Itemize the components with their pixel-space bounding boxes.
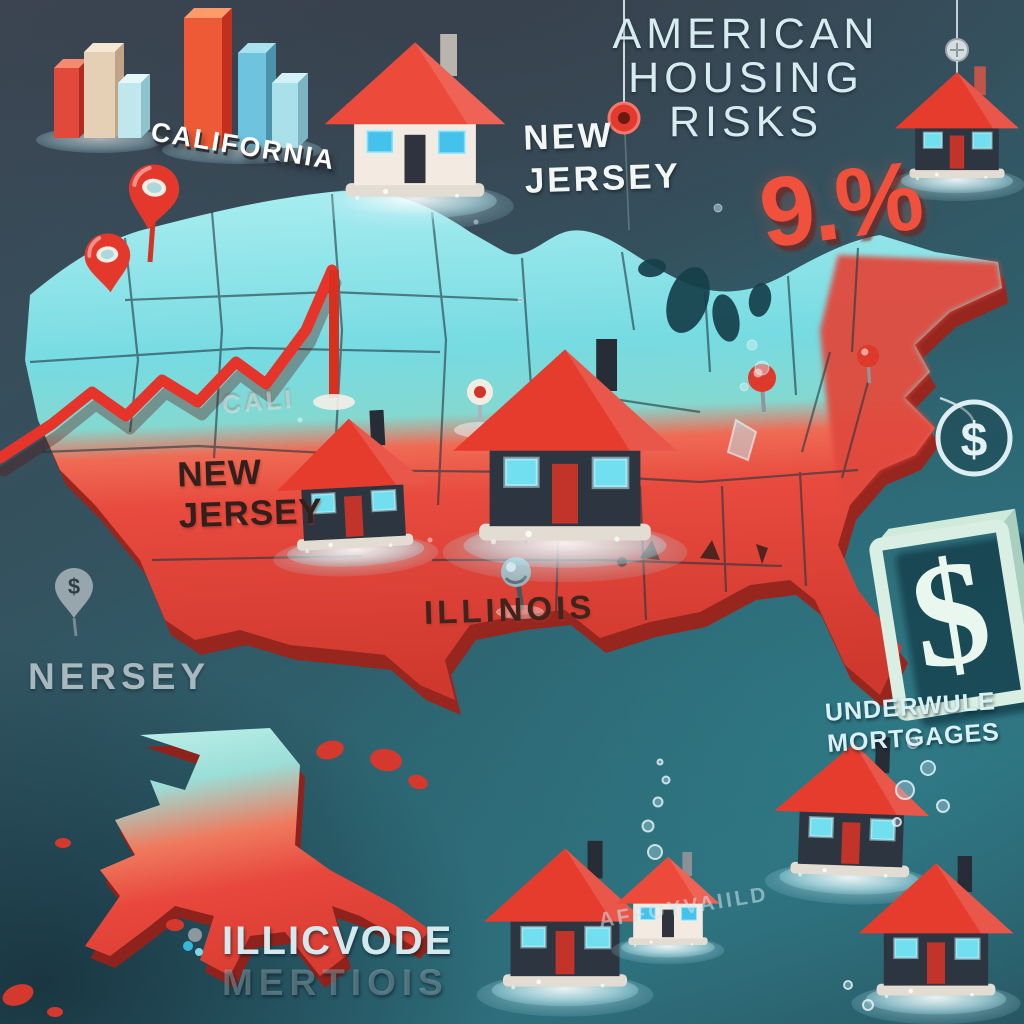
hanging-pin-icon [607, 0, 641, 231]
dollar-badge-glyph: $ [961, 414, 988, 467]
label-alaska-line2: MERTIOIS [222, 962, 449, 1003]
droplets-under-rate [713, 203, 770, 392]
house-icon-new-jersey [314, 32, 516, 232]
string-pin-icon [945, 0, 969, 80]
map-pin-icon [80, 161, 183, 297]
label-illinois: ILLINOIS [423, 588, 596, 631]
rate-stat: 9.% [753, 139, 926, 269]
label-underwater-mortgages: UNDERWULE MORTGAGES [824, 686, 1001, 760]
bar-chart-icon [36, 8, 322, 164]
alaska-debris [166, 919, 203, 956]
label-nersey: NERSEY [28, 656, 211, 697]
northeast-red-region [820, 255, 1002, 505]
house-icon-right-upper [762, 731, 941, 909]
label-new-jersey-map: NEW JERSEY [177, 450, 324, 537]
great-lakes [638, 258, 772, 342]
alaska-map [2, 728, 435, 1017]
label-new-jersey-map-line1: NEW [176, 452, 263, 495]
label-new-jersey-top: NEW JERSEY [523, 111, 682, 202]
dollar-sign-icon: $ [869, 508, 1024, 727]
dollar-pin-icon: $ [55, 568, 93, 637]
title-line-3: RISKS [668, 98, 824, 146]
title-line-1: AMERICAN [612, 10, 880, 58]
label-new-jersey-top-line2: JERSEY [524, 156, 682, 201]
dollar-badge-icon: $ [935, 396, 1013, 477]
label-alaska-caption: ILLICVODE MERTIOIS [222, 920, 453, 1004]
dollar-pin-glyph: $ [68, 574, 80, 599]
ice-crystal [726, 418, 758, 462]
bar-group-2 [184, 8, 308, 148]
title-line-2: HOUSING [628, 54, 864, 102]
bubbles-icon [641, 737, 950, 1011]
label-new-jersey-map-line2: JERSEY [178, 491, 324, 536]
label-alaska-line1: ILLICVODE [222, 919, 454, 963]
bar-group-1 [54, 43, 150, 138]
trend-line-icon [0, 264, 355, 477]
page-title: AMERICAN HOUSING RISKS [596, 12, 896, 144]
label-new-jersey-top-line1: NEW [522, 115, 615, 158]
label-cali-embossed: CALI [220, 382, 296, 420]
alaska-islands [2, 740, 428, 1017]
